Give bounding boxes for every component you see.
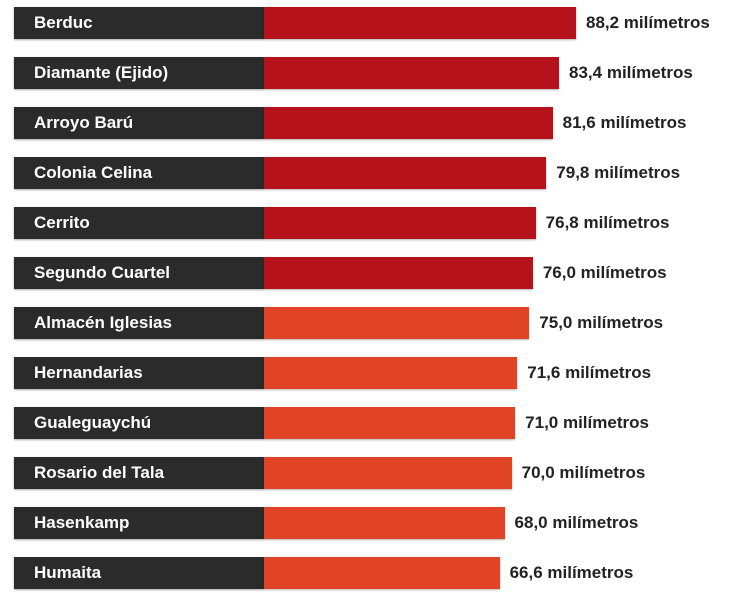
category-label: Humaita	[14, 557, 264, 589]
bar-row: Cerrito 76,8 milímetros	[14, 207, 669, 239]
bar	[264, 457, 512, 489]
bar-row: Arroyo Barú 81,6 milímetros	[14, 107, 686, 139]
bar-row: Almacén Iglesias 75,0 milímetros	[14, 307, 663, 339]
bar	[264, 7, 576, 39]
bar	[264, 407, 516, 439]
bar	[264, 307, 530, 339]
data-label: 71,6 milímetros	[527, 363, 652, 382]
data-label: 79,8 milímetros	[556, 163, 681, 182]
data-label: 70,0 milímetros	[521, 463, 646, 482]
bar	[264, 157, 547, 189]
bar	[264, 557, 500, 589]
category-label: Colonia Celina	[14, 157, 264, 189]
bar-row: Gualeguaychú 71,0 milímetros	[14, 407, 649, 439]
bar-row: Humaita 66,6 milímetros	[14, 557, 633, 589]
data-label: 75,0 milímetros	[539, 313, 664, 332]
bar-row: Segundo Cuartel 76,0 milímetros	[14, 257, 667, 289]
category-label: Segundo Cuartel	[14, 257, 264, 289]
bar	[264, 207, 536, 239]
data-label: 83,4 milímetros	[569, 63, 693, 82]
data-label: 76,0 milímetros	[542, 263, 667, 282]
bar-row: Diamante (Ejido) 83,4 milímetros	[14, 57, 693, 89]
category-label: Rosario del Tala	[14, 457, 264, 489]
data-label: 81,6 milímetros	[562, 113, 687, 132]
bar-row: Hasenkamp 68,0 milímetros	[14, 507, 638, 539]
bar-row: Berduc 88,2 milímetros	[14, 7, 710, 39]
bar-row: Rosario del Tala 70,0 milímetros	[14, 457, 645, 489]
data-label: 76,8 milímetros	[545, 213, 670, 232]
bar	[264, 507, 505, 539]
category-label: Almacén Iglesias	[14, 307, 264, 339]
data-label: 68,0 milímetros	[514, 513, 639, 532]
bar-row: Hernandarias 71,6 milímetros	[14, 357, 651, 389]
bar-row: Colonia Celina 79,8 milímetros	[14, 157, 680, 189]
bar	[264, 107, 553, 139]
bar	[264, 357, 518, 389]
data-label: 88,2 milímetros	[586, 13, 710, 32]
data-label: 71,0 milímetros	[525, 413, 649, 432]
category-label: Gualeguaychú	[14, 407, 264, 439]
category-label: Berduc	[14, 7, 264, 39]
category-label: Diamante (Ejido)	[14, 57, 264, 89]
category-label: Cerrito	[14, 207, 264, 239]
category-label: Hasenkamp	[14, 507, 264, 539]
category-label: Arroyo Barú	[14, 107, 264, 139]
bar	[264, 57, 560, 89]
bar	[264, 257, 533, 289]
data-label: 66,6 milímetros	[509, 563, 634, 582]
category-label: Hernandarias	[14, 357, 264, 389]
